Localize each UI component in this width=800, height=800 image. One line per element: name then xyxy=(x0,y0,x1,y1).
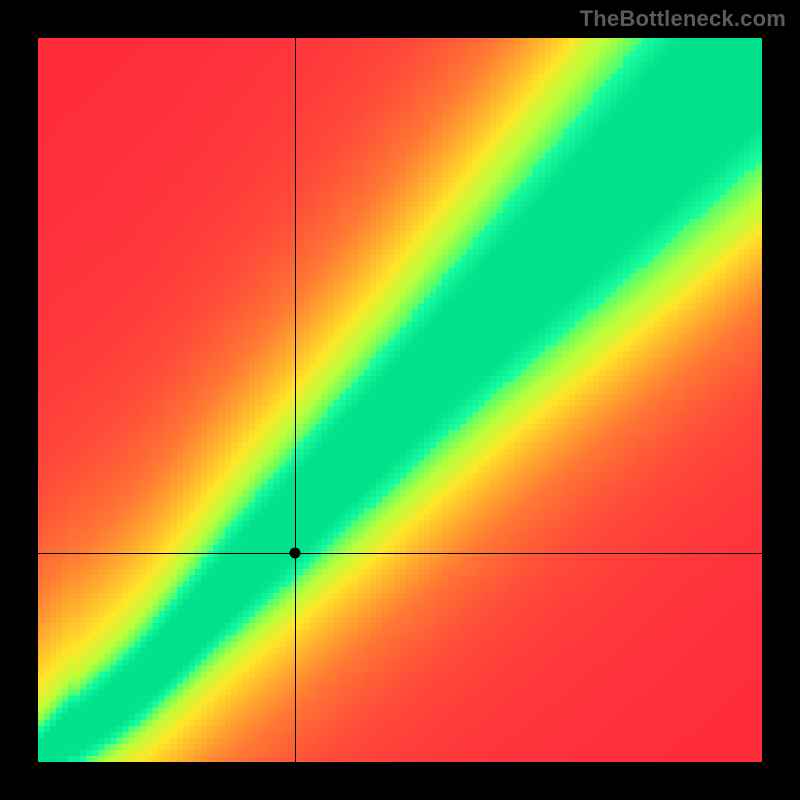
chart-container: TheBottleneck.com xyxy=(0,0,800,800)
crosshair-vertical xyxy=(295,38,296,762)
heatmap-canvas xyxy=(38,38,762,762)
crosshair-horizontal xyxy=(38,553,762,554)
plot-area xyxy=(38,38,762,762)
watermark-text: TheBottleneck.com xyxy=(580,6,786,32)
marker-point xyxy=(290,548,301,559)
